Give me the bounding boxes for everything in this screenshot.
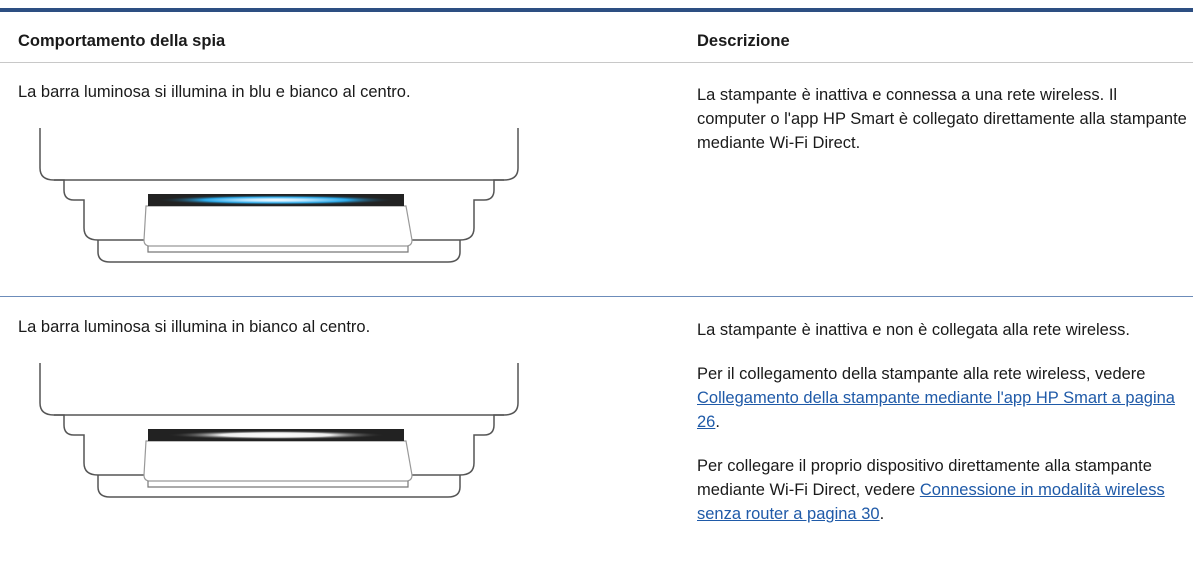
row-divider xyxy=(0,296,1193,297)
link[interactable]: Connessione in modalità wireless senza r… xyxy=(697,481,1165,523)
paragraph: La stampante è inattiva e non è collegat… xyxy=(697,321,1130,339)
printer-illustration xyxy=(39,363,519,498)
text: Per collegare il proprio dispositivo dir… xyxy=(697,457,1152,499)
description-cell: La stampante è inattiva e non è collegat… xyxy=(697,318,1189,546)
behavior-cell: La barra luminosa si illumina in blu e b… xyxy=(18,83,411,101)
link[interactable]: Collegamento della stampante mediante l'… xyxy=(697,389,1175,431)
paragraph: Per collegare il proprio dispositivo dir… xyxy=(697,454,1189,526)
printer-illustration xyxy=(39,128,519,263)
header-cell: Descrizione xyxy=(697,32,790,50)
text: . xyxy=(879,505,885,523)
paragraph: La stampante è inattiva e connessa a una… xyxy=(697,86,1187,152)
table-header: Comportamento della spia Descrizione xyxy=(0,12,1193,63)
text: Per il collegamento della stampante alla… xyxy=(697,365,1146,383)
top-rule xyxy=(0,8,1193,12)
paragraph: Per il collegamento della stampante alla… xyxy=(697,362,1189,434)
description-cell: La stampante è inattiva e connessa a una… xyxy=(697,83,1189,175)
table-row: La barra luminosa si illumina in blu e b… xyxy=(0,62,1193,296)
behavior-cell: La barra luminosa si illumina in bianco … xyxy=(18,318,371,336)
text: . xyxy=(715,413,720,431)
header-cell: Comportamento della spia xyxy=(18,32,226,50)
table-row: La barra luminosa si illumina in bianco … xyxy=(0,297,1193,572)
